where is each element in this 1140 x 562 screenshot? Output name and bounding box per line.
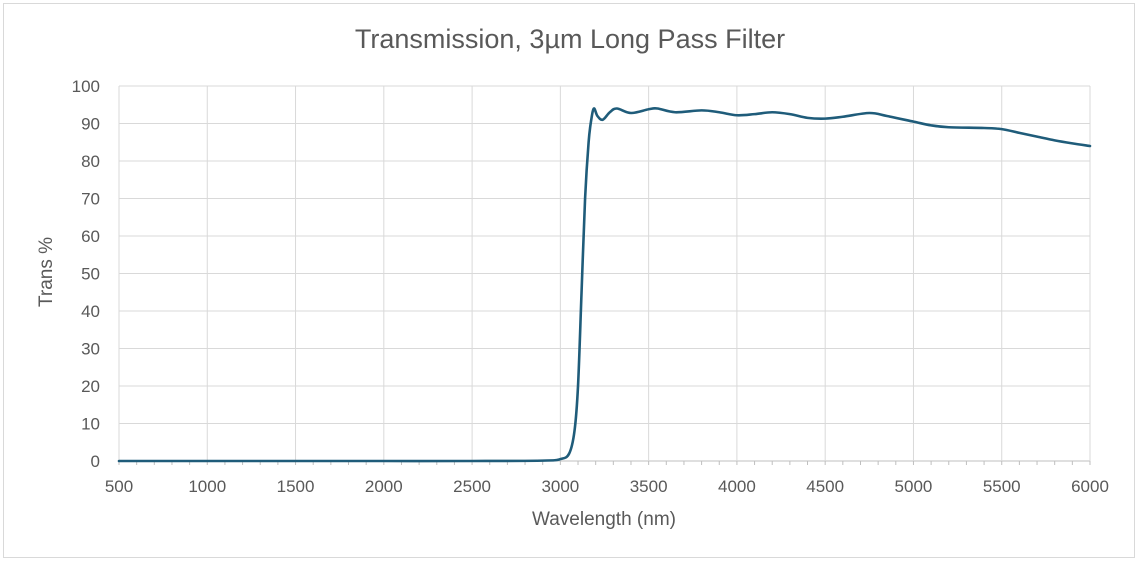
x-tick-label: 4000 [718, 477, 756, 496]
chart-frame [3, 3, 1135, 558]
y-tick-label: 50 [81, 265, 100, 284]
x-tick-label: 1000 [188, 477, 226, 496]
x-tick-label: 1500 [277, 477, 315, 496]
x-tick-label: 2000 [365, 477, 403, 496]
x-tick-label: 4500 [806, 477, 844, 496]
x-tick-label: 5000 [895, 477, 933, 496]
y-axis-ticks: 0 10 20 30 40 50 60 70 80 90 100 [72, 77, 100, 471]
y-tick-label: 80 [81, 152, 100, 171]
y-tick-label: 20 [81, 377, 100, 396]
series-group [117, 107, 1092, 463]
x-tick-label: 500 [105, 477, 133, 496]
y-tick-label: 100 [72, 77, 100, 96]
y-tick-label: 0 [91, 452, 100, 471]
x-tick-label: 3000 [541, 477, 579, 496]
x-tick-label: 5500 [983, 477, 1021, 496]
x-tick-label: 2500 [453, 477, 491, 496]
y-tick-label: 90 [81, 115, 100, 134]
y-tick-label: 10 [81, 415, 100, 434]
y-tick-label: 30 [81, 340, 100, 359]
gridlines [118, 85, 1091, 465]
x-axis-ticks: 500 1000 1500 2000 2500 3000 3500 4000 4500 5000 5… [105, 477, 1109, 496]
x-tick-label: 6000 [1071, 477, 1109, 496]
y-axis-label: Trans % [36, 237, 57, 307]
y-tick-label: 70 [81, 190, 100, 209]
y-tick-label: 60 [81, 227, 100, 246]
x-axis-label: Wavelength (nm) [532, 509, 676, 530]
chart-title: Transmission, 3µm Long Pass Filter [355, 24, 785, 54]
transmission-line [117, 107, 1092, 463]
y-tick-label: 40 [81, 302, 100, 321]
x-tick-label: 3500 [630, 477, 668, 496]
